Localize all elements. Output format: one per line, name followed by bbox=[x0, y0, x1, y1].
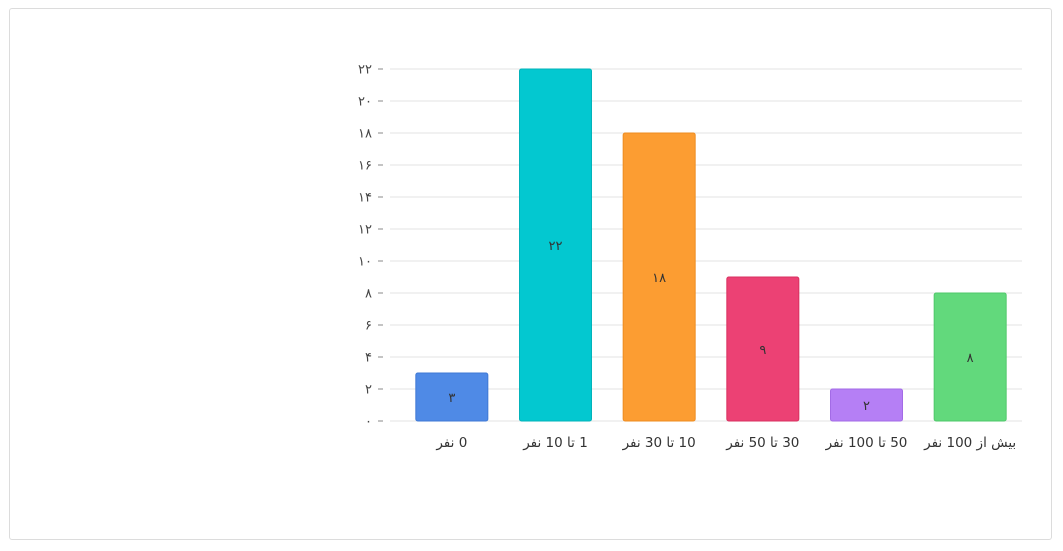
x-category-label: 30 تا 50 نفر bbox=[725, 435, 799, 451]
bar[interactable] bbox=[726, 276, 800, 422]
y-tick-label: ۲۰ bbox=[358, 95, 372, 110]
x-category-label: 0 نفر bbox=[435, 435, 467, 451]
bars bbox=[415, 68, 1007, 422]
grid-lines bbox=[390, 68, 1022, 422]
y-tick-label: ۱۰ bbox=[358, 255, 372, 270]
x-axis-labels: 0 نفر 1 تا 10 نفر 10 تا 30 نفر 30 تا 50 نفر… bbox=[435, 435, 1016, 451]
y-tick-label: ۱۶ bbox=[358, 159, 372, 174]
bar[interactable] bbox=[519, 68, 592, 422]
y-tick-label: ۲ bbox=[365, 383, 372, 398]
bar[interactable] bbox=[830, 388, 903, 422]
bar-value-label: ۹ bbox=[759, 343, 766, 358]
x-category-label: 10 تا 30 نفر bbox=[622, 435, 696, 451]
bar[interactable] bbox=[933, 292, 1007, 422]
y-tick-label: ۴ bbox=[365, 351, 372, 366]
data-labels: ۳ ۲۲ ۱۸ ۹ ۲ ۸ bbox=[448, 239, 973, 414]
y-tick-label: ۱۲ bbox=[358, 223, 372, 238]
bar[interactable] bbox=[622, 132, 696, 422]
y-tick-label: ۱۴ bbox=[358, 191, 372, 206]
bar[interactable] bbox=[415, 372, 489, 422]
bar-value-label: ۸ bbox=[967, 351, 974, 366]
y-tick-label: ۸ bbox=[365, 287, 372, 302]
y-tick-label: ۲۲ bbox=[358, 63, 372, 78]
y-axis-ticks: ۰ ۲ ۴ ۶ ۸ ۱۰ ۱۲ ۱۴ ۱۶ ۱۸ ۲۰ ۲۲ bbox=[358, 63, 383, 430]
bar-value-label: ۲ bbox=[863, 399, 870, 414]
x-category-label: 50 تا 100 نفر bbox=[825, 435, 908, 451]
x-category-label: 1 تا 10 نفر bbox=[522, 435, 588, 451]
bar-value-label: ۱۸ bbox=[652, 271, 666, 286]
y-tick-label: ۶ bbox=[365, 319, 372, 334]
y-tick-label: ۰ bbox=[365, 415, 372, 430]
x-category-label: بیش از 100 نفر bbox=[923, 435, 1016, 451]
bar-value-label: ۲۲ bbox=[549, 239, 563, 254]
bar-value-label: ۳ bbox=[448, 391, 455, 406]
y-tick-label: ۱۸ bbox=[358, 127, 372, 142]
